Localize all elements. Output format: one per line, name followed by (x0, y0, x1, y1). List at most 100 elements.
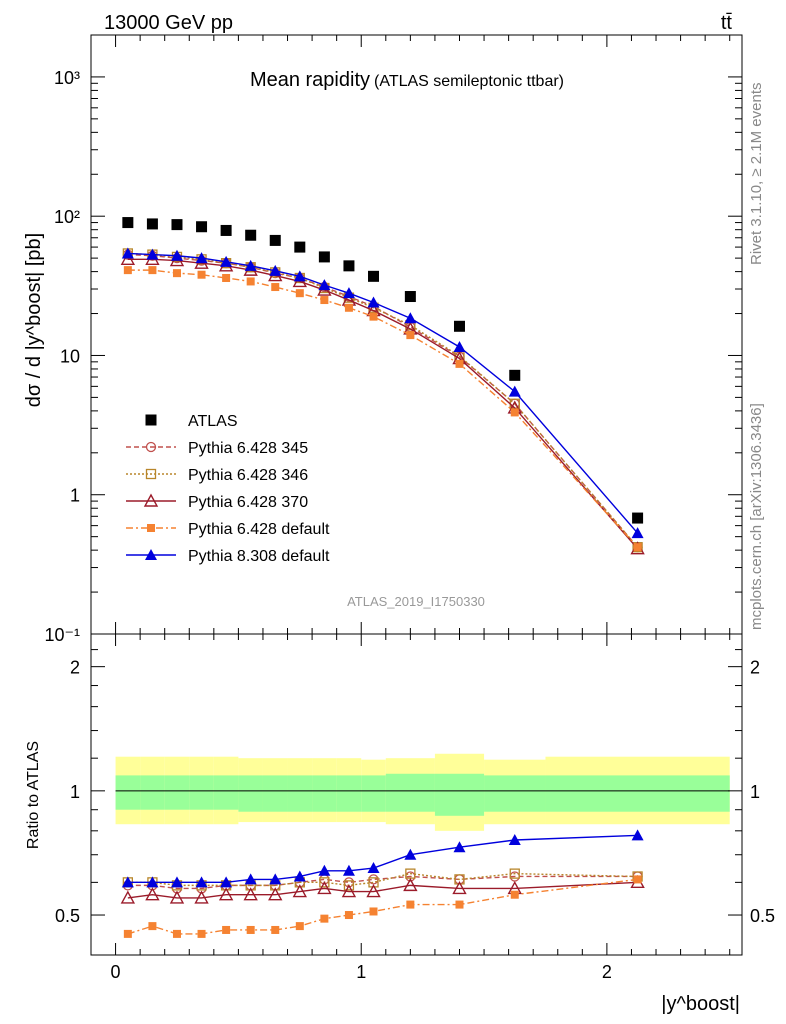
process-label: tt̄ (721, 12, 733, 34)
point-py8 (367, 296, 380, 308)
band-inner-bin (262, 775, 288, 812)
band-inner-bin (361, 775, 386, 812)
ratio-point-py8 (195, 876, 208, 888)
ratio-line-pydef (127, 878, 638, 935)
ratio-point-pydef (406, 900, 415, 909)
ratio-point-py8 (244, 873, 257, 885)
ratio-point-py8 (121, 876, 134, 888)
frames-group (90, 34, 743, 956)
point-atlas (453, 320, 465, 332)
legend-marker (147, 524, 155, 532)
point-atlas (404, 291, 416, 303)
main-y-tick-label: 10² (54, 207, 80, 227)
ratio-point-pydef (344, 911, 353, 920)
x-tick-label: 0 (111, 962, 121, 982)
main-y-axis-title: dσ / d |y^boost| [pb] (23, 233, 45, 407)
ratio-point-pydef (295, 922, 304, 931)
point-pydef (222, 273, 231, 282)
point-atlas (343, 260, 355, 272)
point-atlas (122, 217, 134, 229)
ratio-point-py8 (170, 876, 183, 888)
point-atlas (368, 270, 380, 282)
band-inner-bin (115, 775, 141, 810)
ratio-point-pydef (320, 914, 329, 923)
main-y-tick-label: 10⁻¹ (44, 625, 80, 645)
point-pydef (148, 266, 157, 275)
ratio-point-pydef (510, 890, 519, 899)
ratio-point-pydef (172, 929, 181, 938)
band-inner-bin (545, 775, 730, 812)
band-inner-bin (238, 775, 263, 812)
ratio-point-py346 (319, 877, 330, 888)
legend-marker (145, 414, 157, 426)
x-tick-label: 2 (602, 962, 612, 982)
band-inner-bin (385, 773, 435, 812)
rivet-version-label: Rivet 3.1.10, ≥ 2.1M events (748, 83, 765, 266)
point-pydef (510, 408, 519, 417)
point-atlas (245, 229, 257, 241)
ticks-group: 0 1 2 10⁻¹ 1 10 10² 10³ 0.5 0.5 1 1 2 2 (44, 34, 775, 982)
ratio-point-py370 (341, 884, 357, 898)
point-py8 (404, 312, 417, 324)
legend-label: Pythia 6.428 346 (188, 467, 308, 484)
series-line-py345 (127, 253, 639, 548)
ratio-line-py370 (127, 881, 638, 899)
x-tick-label: 1 (356, 962, 366, 982)
point-py8 (244, 259, 257, 271)
ratio-point-py370 (243, 887, 258, 901)
chart-title: Mean rapidity (250, 69, 370, 91)
ratio-point-py370 (120, 890, 136, 904)
ratio-point-py370 (317, 880, 332, 895)
band-inner-bin (484, 775, 546, 812)
ratio-point-py8 (318, 864, 331, 876)
ratio-point-py370 (169, 890, 185, 904)
chart-subtitle: (ATLAS semileptonic ttbar) (374, 73, 564, 90)
series-py8 (121, 247, 644, 539)
ratio-point-py370 (452, 880, 467, 895)
point-atlas (269, 234, 281, 246)
mcplots-label: mcplots.cern.ch [arXiv:1306.3436] (748, 403, 765, 630)
point-py8 (318, 279, 331, 291)
band-inner-bin (312, 775, 337, 812)
ratio-point-py370 (218, 887, 234, 901)
ratio-point-py346 (454, 874, 465, 885)
point-pydef (172, 269, 181, 278)
ratio-point-py8 (631, 829, 644, 841)
point-pydef (406, 331, 415, 340)
legend-label: ATLAS (188, 413, 238, 430)
point-py8 (342, 287, 355, 299)
legend-item-py346: Pythia 6.428 346 (126, 467, 308, 484)
band-inner-bin (140, 775, 165, 810)
point-pydef (246, 277, 255, 286)
ratio-point-py370 (145, 887, 160, 901)
legend: ATLAS Pythia 6.428 345 Pythia 6.428 346 Pyt… (126, 413, 330, 565)
point-pydef (455, 359, 464, 368)
legend-item-py345: Pythia 6.428 345 (126, 440, 308, 457)
main-y-tick-label: 1 (70, 486, 80, 506)
legend-marker (145, 441, 157, 453)
point-pydef (271, 283, 280, 292)
ratio-point-py346 (343, 880, 355, 891)
series-line-py370 (127, 258, 639, 550)
point-pydef (197, 270, 206, 279)
series-line-pydef (127, 269, 639, 548)
legend-label: Pythia 8.308 default (188, 548, 330, 565)
ratio-point-pydef (197, 929, 206, 938)
point-pydef (369, 312, 378, 321)
point-py8 (508, 385, 521, 397)
uncertainty-band-group (115, 753, 730, 831)
ratio-y-tick-label: 1 (70, 782, 80, 802)
ratio-point-pydef (246, 925, 255, 934)
point-py8 (195, 252, 208, 264)
legend-item-py8: Pythia 8.308 default (126, 548, 330, 565)
point-atlas (632, 512, 644, 524)
point-py8 (121, 247, 134, 259)
band-inner-bin (336, 775, 362, 812)
ratio-point-py8 (453, 841, 466, 853)
ratio-y-tick-label-right: 2 (750, 658, 760, 678)
ratio-point-py8 (220, 876, 233, 888)
series-line-py8 (127, 252, 639, 534)
ratio-point-py8 (146, 876, 159, 888)
ratio-y-tick-label: 0.5 (55, 906, 80, 926)
